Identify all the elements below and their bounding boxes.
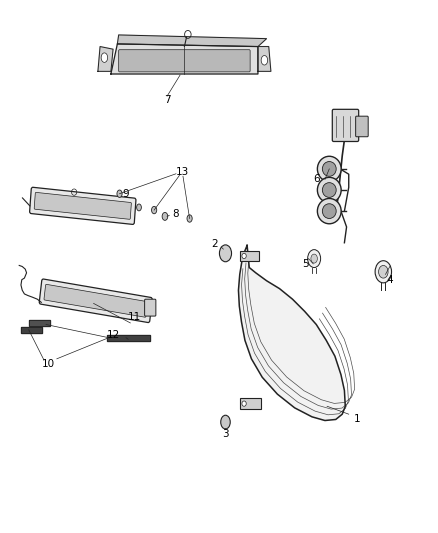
FancyBboxPatch shape xyxy=(356,116,368,137)
Ellipse shape xyxy=(307,249,321,268)
FancyBboxPatch shape xyxy=(240,251,259,261)
FancyBboxPatch shape xyxy=(332,109,359,141)
Polygon shape xyxy=(29,320,50,326)
Ellipse shape xyxy=(117,190,122,197)
Ellipse shape xyxy=(322,183,336,197)
Text: 6: 6 xyxy=(313,174,320,184)
Text: 1: 1 xyxy=(354,415,361,424)
Polygon shape xyxy=(106,335,150,342)
Ellipse shape xyxy=(318,198,341,224)
Text: 10: 10 xyxy=(42,359,55,369)
Ellipse shape xyxy=(375,261,392,283)
Text: 9: 9 xyxy=(123,189,129,199)
Polygon shape xyxy=(238,245,345,421)
Polygon shape xyxy=(258,46,271,71)
FancyBboxPatch shape xyxy=(39,279,152,322)
Ellipse shape xyxy=(322,204,336,219)
Ellipse shape xyxy=(322,161,336,176)
Ellipse shape xyxy=(187,215,192,222)
Ellipse shape xyxy=(152,206,157,214)
FancyBboxPatch shape xyxy=(34,192,131,219)
FancyBboxPatch shape xyxy=(30,187,136,224)
Polygon shape xyxy=(21,327,42,333)
Ellipse shape xyxy=(378,265,388,278)
Text: 4: 4 xyxy=(386,274,393,285)
Text: 12: 12 xyxy=(106,330,120,340)
Text: 3: 3 xyxy=(222,429,229,439)
Ellipse shape xyxy=(219,245,232,262)
Ellipse shape xyxy=(242,401,246,406)
FancyBboxPatch shape xyxy=(44,284,148,317)
Ellipse shape xyxy=(311,254,318,263)
Text: 7: 7 xyxy=(164,95,170,106)
Ellipse shape xyxy=(318,156,341,182)
Ellipse shape xyxy=(261,55,268,65)
Ellipse shape xyxy=(221,415,230,429)
Ellipse shape xyxy=(162,213,168,220)
Ellipse shape xyxy=(318,177,341,203)
Polygon shape xyxy=(117,35,267,46)
Text: 5: 5 xyxy=(302,259,309,269)
FancyBboxPatch shape xyxy=(119,50,250,72)
FancyBboxPatch shape xyxy=(145,299,156,316)
Polygon shape xyxy=(111,44,258,74)
Text: 13: 13 xyxy=(176,166,189,176)
Ellipse shape xyxy=(101,53,108,62)
Ellipse shape xyxy=(137,204,141,211)
Polygon shape xyxy=(98,46,113,71)
FancyBboxPatch shape xyxy=(240,398,261,409)
Ellipse shape xyxy=(242,253,246,259)
Text: 2: 2 xyxy=(212,239,218,249)
Text: 8: 8 xyxy=(173,209,179,219)
Text: 11: 11 xyxy=(128,312,141,321)
